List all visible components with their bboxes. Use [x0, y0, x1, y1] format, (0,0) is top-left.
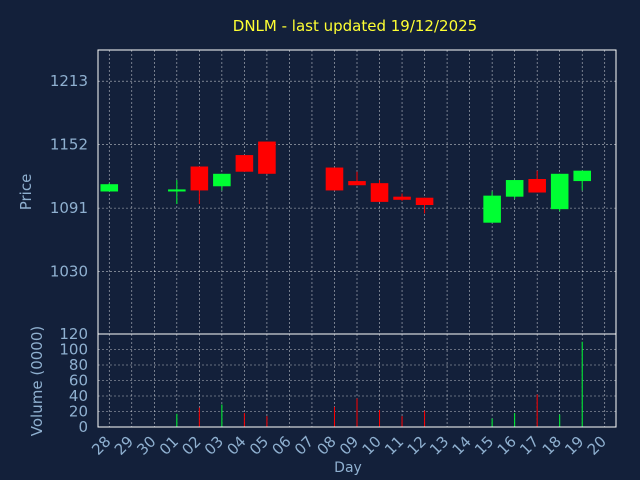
x-axis-label: Day: [334, 460, 362, 476]
price-panel: 1030 1091 1152 1213: [50, 49, 617, 335]
candle-body: [483, 195, 501, 223]
volume-panel: 2829300102030405060708091011121314151617…: [59, 325, 617, 459]
price-tick-label: 1030: [50, 263, 88, 281]
day-tick-label: 20: [584, 433, 610, 459]
volume-tick-label: 100: [59, 341, 88, 359]
price-tick-label: 1091: [50, 199, 88, 217]
volume-tick-label: 40: [69, 387, 88, 405]
candle-body: [258, 141, 276, 174]
volume-tick-label: 120: [59, 325, 88, 343]
candle-body: [550, 173, 569, 210]
candle-body: [415, 197, 434, 206]
price-tick-label: 1213: [50, 72, 88, 90]
volume-frame: [97, 333, 617, 428]
volume-tick-label: 80: [69, 356, 88, 374]
volume-tick-label: 20: [69, 403, 88, 421]
candle-body: [100, 184, 119, 192]
candle-body: [505, 180, 524, 197]
volume-tick-label: 0: [78, 418, 88, 436]
candle-body: [235, 155, 254, 172]
candle-body: [213, 173, 231, 187]
candle-body: [528, 178, 546, 193]
price-tick-label: 1152: [50, 136, 88, 154]
volume-axis-label: Volume (0000): [28, 326, 46, 436]
chart-title: DNLM - last updated 19/12/2025: [233, 17, 477, 35]
candle-body: [573, 170, 592, 182]
candle-body: [190, 166, 209, 191]
price-axis-label: Price: [17, 174, 35, 211]
volume-tick-label: 60: [69, 372, 88, 390]
candle-body: [168, 189, 186, 192]
candle-body: [348, 181, 366, 186]
candle-body: [393, 196, 411, 200]
candle-body: [370, 183, 389, 202]
candle-body: [325, 167, 344, 191]
